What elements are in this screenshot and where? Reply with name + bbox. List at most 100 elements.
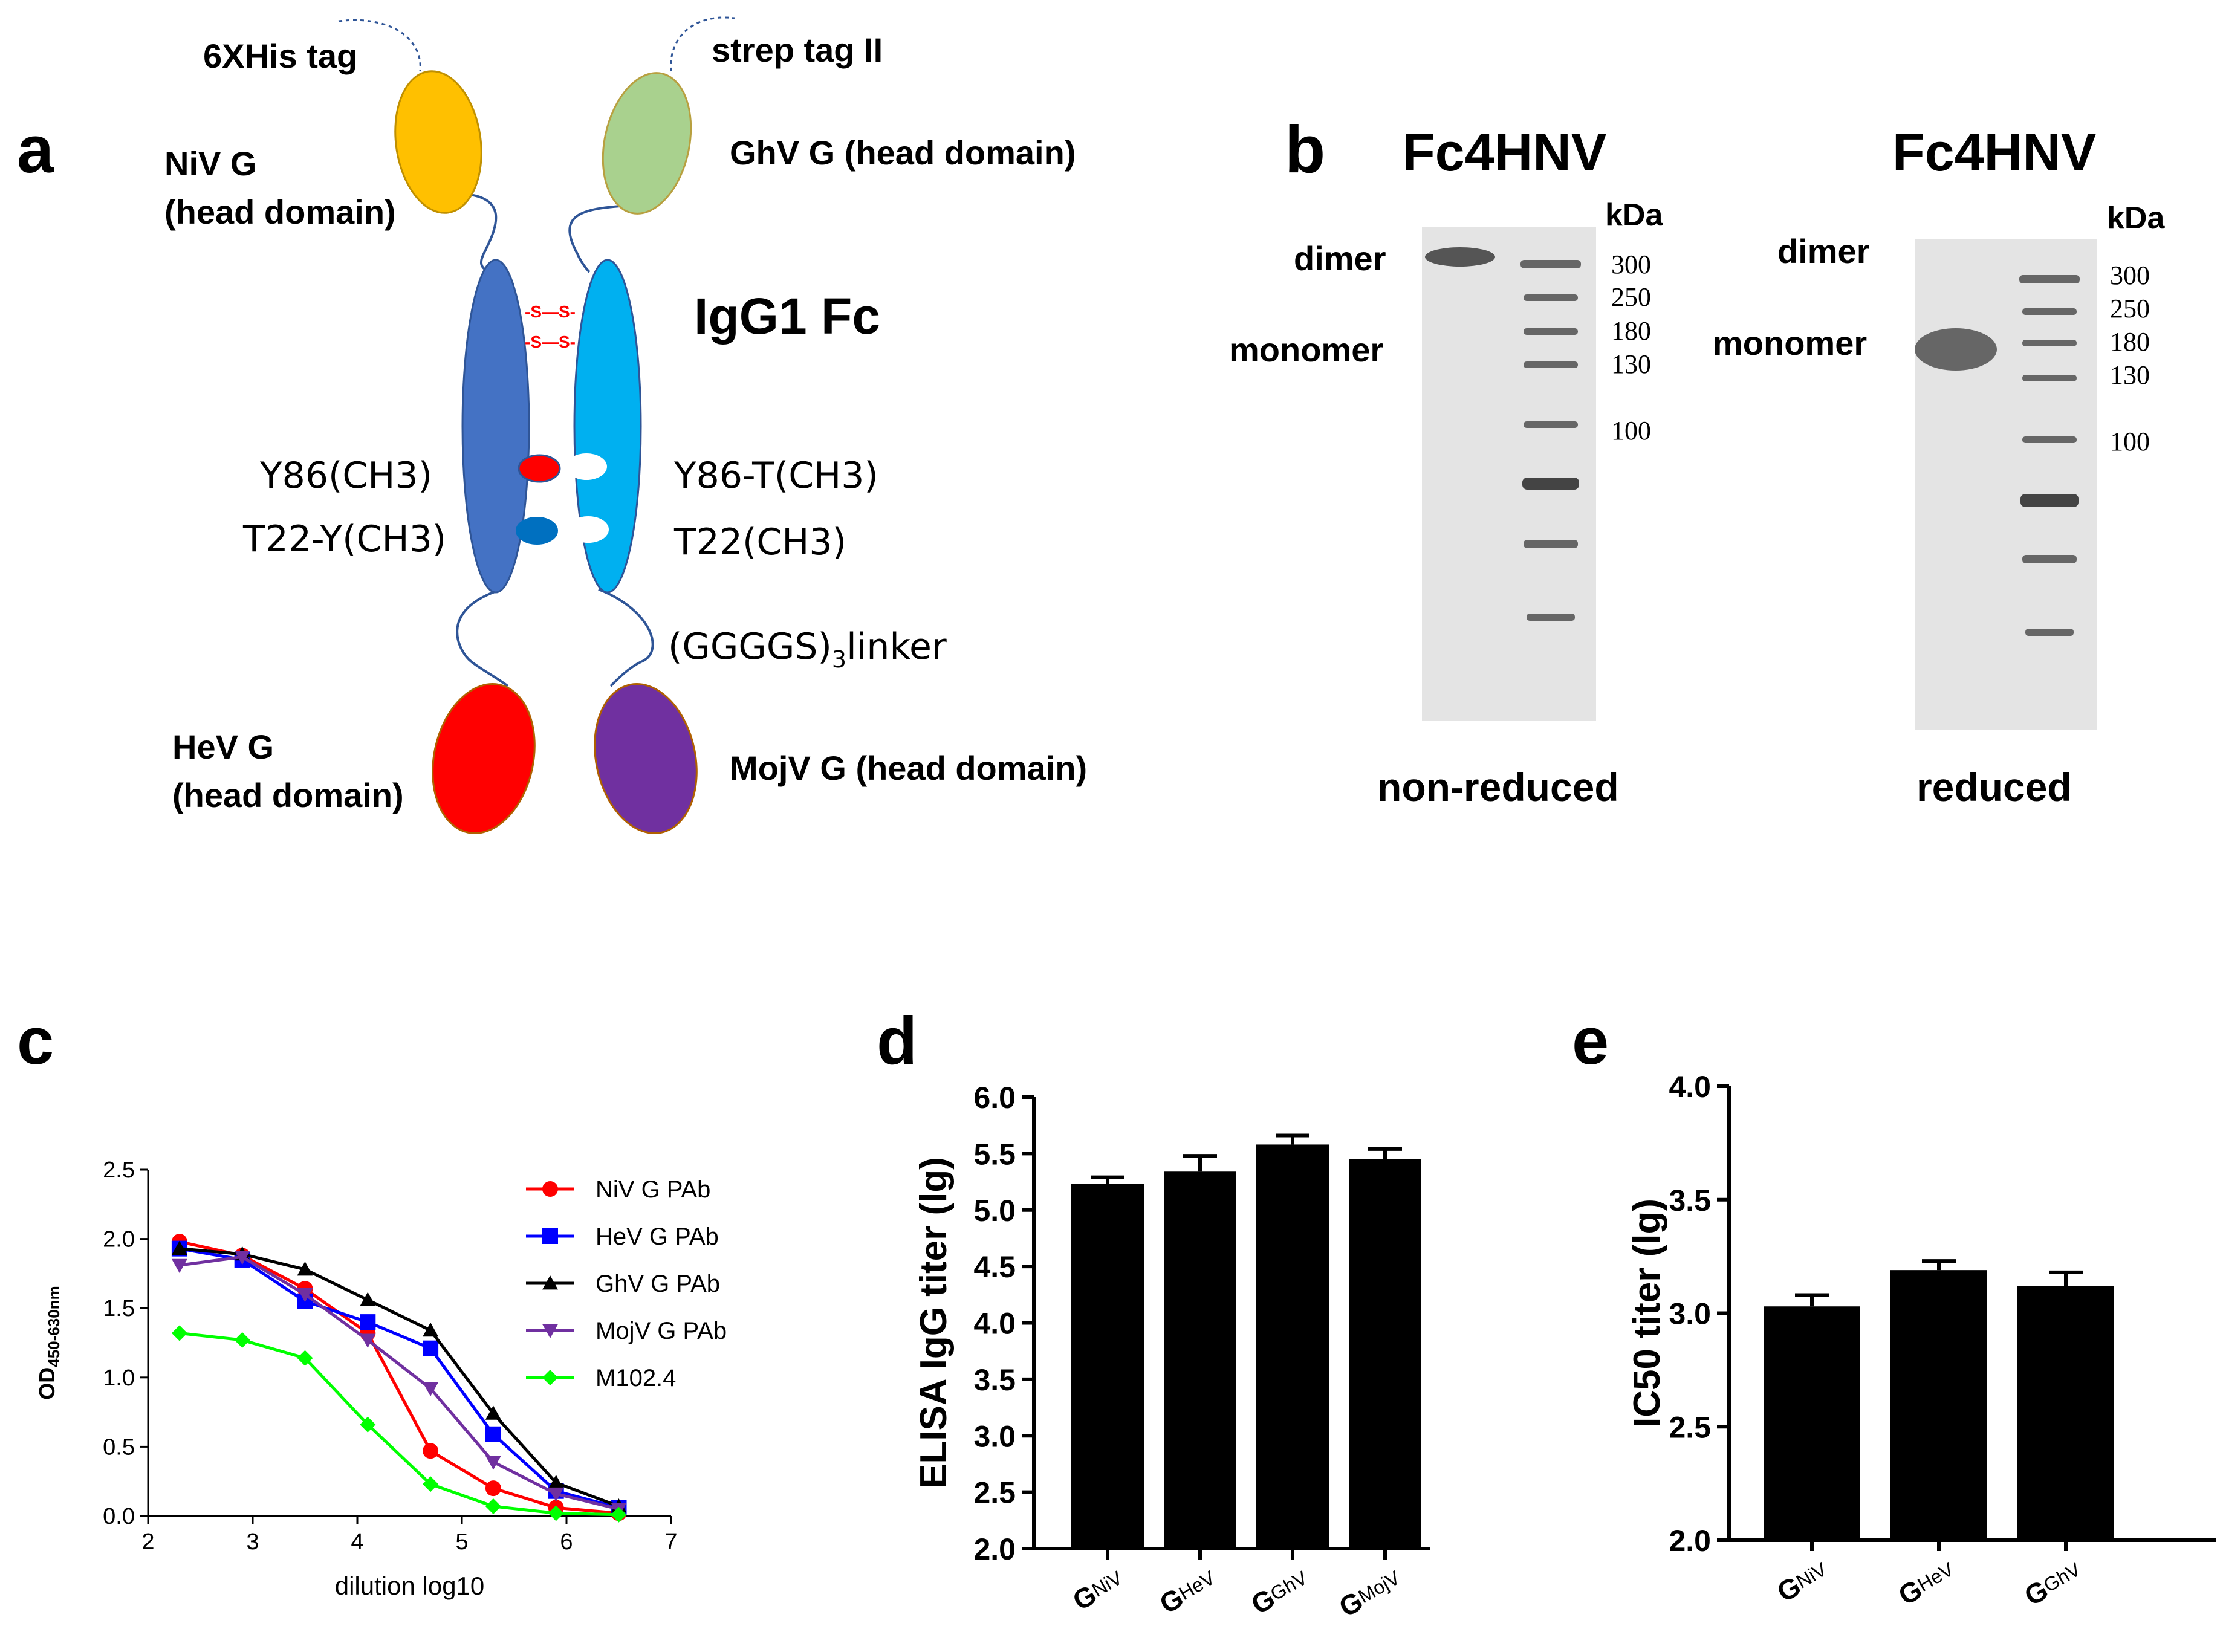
strep-tag-label: strep tag II — [712, 31, 883, 69]
data-point-m102-4 — [234, 1332, 250, 1348]
data-point-m102-4 — [360, 1416, 376, 1433]
panel-letter-d: d — [877, 1004, 917, 1078]
legend-label-m102-4: M102.4 — [596, 1365, 676, 1391]
fc-chain-a — [461, 259, 530, 594]
data-point-mojv-g-pab — [548, 1487, 564, 1502]
series-line-mojv-g-pab — [179, 1255, 620, 1511]
data-point-mojv-g-pab — [171, 1258, 187, 1274]
data-point-m102-4 — [548, 1505, 564, 1521]
data-point-ghv-g-pab — [297, 1262, 313, 1276]
data-point-m102-4 — [423, 1476, 439, 1492]
disulfide-bond-2: -S—S- — [525, 332, 576, 351]
panel-a: a -S—S- -S—S- 6XHis tag strep tag II NiV… — [17, 16, 1087, 834]
legend-label-ghv-g-pab: GhV G PAb — [596, 1271, 720, 1297]
data-point-mojv-g-pab — [423, 1382, 439, 1397]
niv-label-line2: (head domain) — [164, 193, 396, 231]
marker-300-right: 300 — [2110, 261, 2150, 290]
his-tag-curve — [338, 19, 421, 72]
y-tick-label: 1.0 — [103, 1365, 135, 1391]
ladder-band — [2025, 629, 2074, 636]
fc-label: IgG1 Fc — [694, 288, 880, 345]
ladder-band — [1524, 328, 1578, 335]
y-tick-label: 3.0 — [1669, 1297, 1711, 1331]
bar-g-mojv — [1349, 1159, 1421, 1549]
linker-label-main: (GGGGS) — [668, 626, 832, 668]
disulfide-bond-1: -S—S- — [525, 302, 576, 321]
marker-300-left: 300 — [1611, 250, 1651, 279]
panel-b: b Fc4HNV Fc4HNV kDa 300 250 180 130 100 … — [1229, 112, 2165, 809]
panel-c: c 0.0 0.5 1.0 1.5 2.0 2.5 2 3 4 5 6 7 dilution log10… — [17, 1004, 727, 1600]
bar-g-niv — [1764, 1306, 1860, 1540]
y-axis-label: OD450-630nm — [34, 1286, 63, 1399]
chart-c: 0.0 0.5 1.0 1.5 2.0 2.5 2 3 4 5 6 7 dilution log10 OD… — [34, 1158, 727, 1600]
strep-tag-curve — [670, 16, 735, 72]
x-axis-label: dilution log10 — [335, 1572, 485, 1600]
x-tick-label: 5 — [455, 1529, 468, 1555]
y-axis-label: ELISA IgG titer (lg) — [913, 1157, 955, 1489]
series-line-m102-4 — [179, 1331, 619, 1517]
x-tick-label-g-ghv: GGhV — [1246, 1563, 1314, 1620]
panel-letter-c: c — [17, 1004, 54, 1078]
niv-head-domain — [394, 70, 482, 214]
ladder-band — [2022, 308, 2077, 315]
x-tick-label-g-hev: GHeV — [1893, 1554, 1960, 1611]
data-point-mojv-g-pab — [485, 1456, 501, 1470]
gel-right-title: Fc4HNV — [1892, 122, 2097, 182]
data-point-hev-g-pab — [360, 1314, 376, 1330]
gel-left — [1422, 227, 1596, 721]
x-tick-label-g-hev: GHeV — [1154, 1563, 1221, 1619]
y-tick-label: 3.5 — [973, 1363, 1016, 1397]
kda-label-left: kDa — [1605, 198, 1663, 233]
data-point-m102-4 — [485, 1498, 501, 1514]
hev-head-domain — [432, 683, 536, 834]
y-tick-label: 2.5 — [973, 1476, 1016, 1510]
y-tick-label: 5.5 — [973, 1137, 1016, 1171]
ladder-band — [1520, 260, 1581, 268]
data-point-ghv-g-pab — [360, 1292, 376, 1306]
gel-left-caption: non-reduced — [1377, 765, 1619, 809]
bar-g-ghv — [1256, 1144, 1329, 1549]
ladder-band — [2022, 340, 2077, 346]
ladder-band — [2022, 436, 2077, 443]
data-point-ghv-g-pab — [171, 1240, 187, 1255]
hev-label-line2: (head domain) — [172, 776, 404, 814]
y86-knob — [518, 454, 561, 483]
mojv-label: MojV G (head domain) — [730, 749, 1087, 787]
y-tick-label: 2.0 — [103, 1227, 135, 1252]
data-point-mojv-g-pab — [360, 1333, 376, 1348]
niv-label-line1: NiV G — [164, 144, 256, 183]
marker-180-left: 180 — [1611, 316, 1651, 346]
legend-marker-ghv-g-pab — [542, 1275, 558, 1290]
hev-label-line1: HeV G — [172, 728, 274, 766]
legend-label-niv-g-pab: NiV G PAb — [596, 1176, 710, 1203]
dimer-label-left: dimer — [1294, 239, 1386, 277]
linker-mojv — [598, 588, 654, 687]
linker-label-tail: linker — [846, 626, 947, 668]
x-tick-label: 4 — [351, 1529, 363, 1555]
data-point-m102-4 — [171, 1325, 187, 1341]
ladder-band — [2022, 555, 2077, 563]
data-point-niv-g-pab — [485, 1480, 501, 1497]
y-tick-label: 2.0 — [973, 1532, 1016, 1566]
data-point-m102-4 — [611, 1506, 627, 1523]
series-line-niv-g-pab — [179, 1240, 619, 1515]
mojv-head-domain — [594, 683, 698, 834]
ladder-band — [1524, 294, 1578, 301]
data-point-ghv-g-pab — [423, 1322, 439, 1337]
data-point-mojv-g-pab — [297, 1288, 313, 1303]
y86t-hole — [566, 453, 607, 480]
y-tick-label: 2.0 — [1669, 1524, 1711, 1558]
linker-label: (GGGGS)3linker — [668, 626, 947, 673]
marker-250-left: 250 — [1611, 282, 1651, 312]
y86-label: Y86(CH3) — [259, 455, 432, 497]
legend-marker-m102-4 — [542, 1370, 558, 1385]
t22y-label: T22-Y(CH3) — [242, 518, 446, 560]
data-point-ghv-g-pab — [485, 1405, 501, 1420]
legend-marker-niv-g-pab — [542, 1181, 558, 1197]
x-tick-label: 3 — [246, 1529, 259, 1555]
t22y-knob — [516, 517, 558, 545]
marker-130-left: 130 — [1611, 349, 1651, 379]
gel-right-caption: reduced — [1916, 765, 2072, 809]
data-point-m102-4 — [297, 1350, 313, 1366]
y-tick-label: 4.0 — [973, 1307, 1016, 1341]
